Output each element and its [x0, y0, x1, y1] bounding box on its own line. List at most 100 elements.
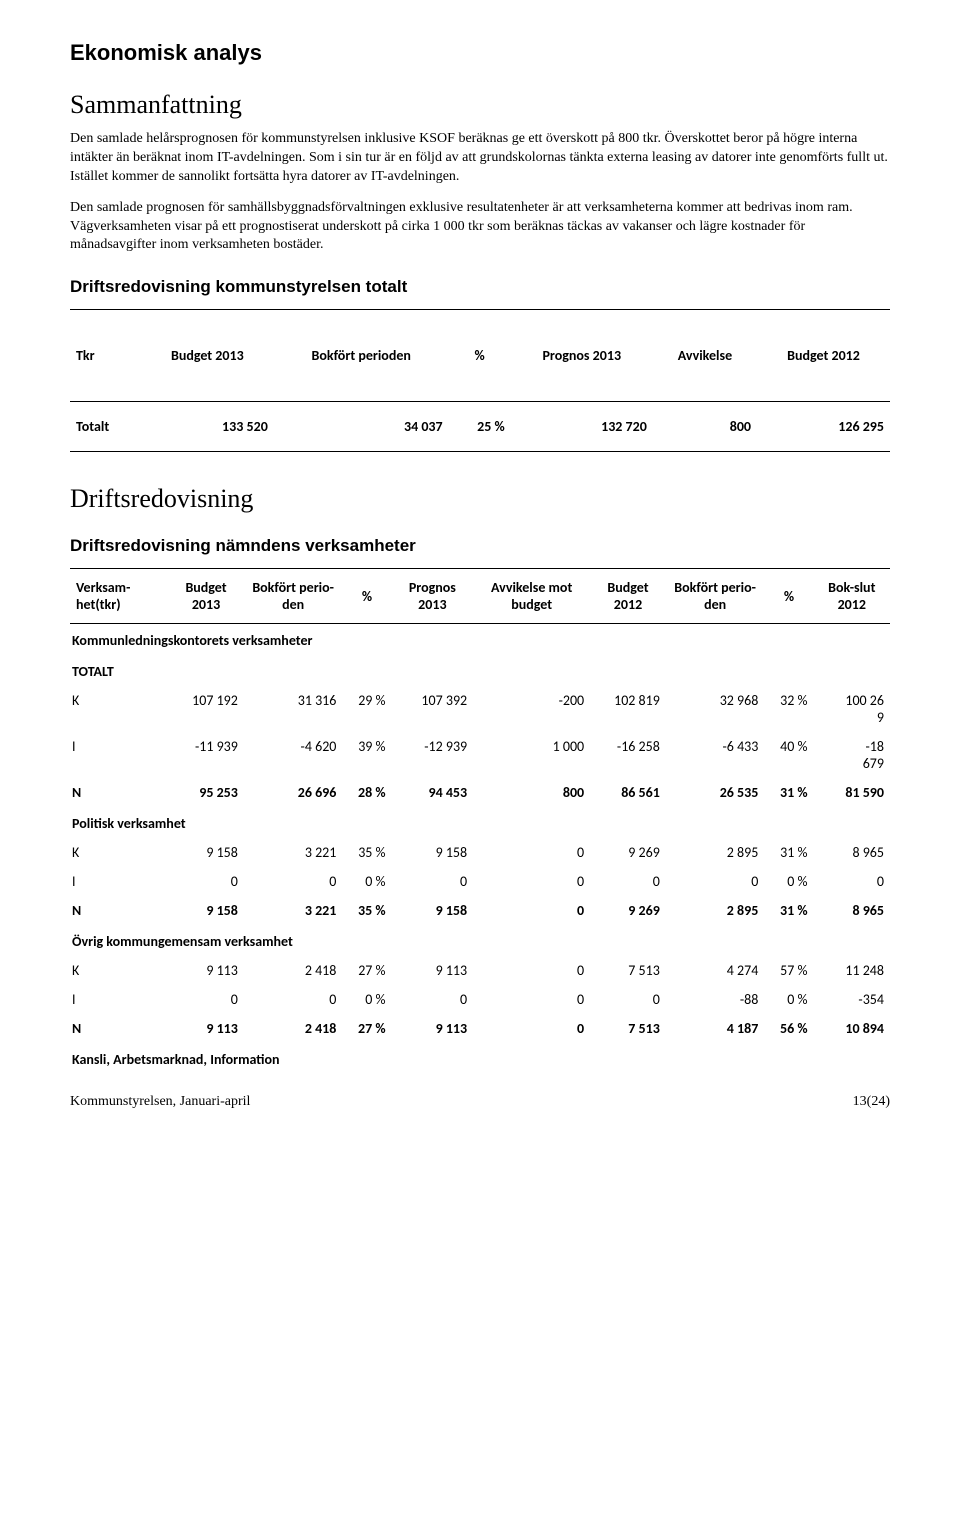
cell-value: -16 258 [590, 732, 666, 778]
cell-value: 0 [814, 867, 890, 896]
section-title-cell: Kommunledningskontorets verksamheter [70, 624, 890, 656]
cell-value: 28 % [342, 778, 391, 807]
cell-value: 29 % [342, 686, 391, 732]
cell-value: 100 26 9 [814, 686, 890, 732]
cell-value: 32 968 [666, 686, 765, 732]
row-label: K [70, 956, 168, 985]
cell-value: 1 000 [473, 732, 590, 778]
page-title: Ekonomisk analys [70, 40, 890, 66]
th-tkr: Tkr [70, 310, 141, 402]
th: Budget 2013 [168, 569, 244, 624]
cell-value: 0 [473, 867, 590, 896]
cell-value: 0 [473, 896, 590, 925]
cell-value: 0 % [342, 867, 391, 896]
cell-value: 800 [653, 402, 757, 452]
cell-value: 2 418 [244, 1014, 343, 1043]
footer-right: 13(24) [853, 1094, 890, 1110]
table-row: K9 1583 22135 %9 15809 2692 89531 %8 965 [70, 838, 890, 867]
cell-value: 8 965 [814, 896, 890, 925]
cell-value: 4 274 [666, 956, 765, 985]
cell-value: 35 % [342, 896, 391, 925]
table-row: I000 %00000 %0 [70, 867, 890, 896]
cell-value: 0 [244, 867, 343, 896]
table-kommunstyrelsen-totalt: Tkr Budget 2013 Bokfört perioden % Progn… [70, 309, 890, 452]
table-row: K9 1132 41827 %9 11307 5134 27457 %11 24… [70, 956, 890, 985]
cell-value: 34 037 [274, 402, 449, 452]
cell-value: 0 [168, 867, 244, 896]
cell-value: 94 453 [392, 778, 474, 807]
cell-value: 9 113 [392, 1014, 474, 1043]
th: Avvikelse mot budget [473, 569, 590, 624]
summary-paragraph-2: Den samlade prognosen för samhällsbyggna… [70, 199, 890, 256]
section-title-cell: Politisk verksamhet [70, 807, 890, 838]
row-label: N [70, 778, 168, 807]
table-header-row: Tkr Budget 2013 Bokfört perioden % Progn… [70, 310, 890, 402]
cell-value: 10 894 [814, 1014, 890, 1043]
cell-value: 9 158 [392, 896, 474, 925]
th-prognos: Prognos 2013 [511, 310, 653, 402]
cell-value: 800 [473, 778, 590, 807]
row-label: I [70, 985, 168, 1014]
th-budget-2013: Budget 2013 [141, 310, 274, 402]
cell-value: 11 248 [814, 956, 890, 985]
cell-value: 0 [473, 956, 590, 985]
cell-value: -88 [666, 985, 765, 1014]
section-drifts-heading: Driftsredovisning [70, 484, 890, 514]
cell-value: 102 819 [590, 686, 666, 732]
cell-value: 31 % [764, 838, 813, 867]
th: % [764, 569, 813, 624]
cell-value: 31 % [764, 896, 813, 925]
cell-value: 0 [590, 867, 666, 896]
cell-value: 40 % [764, 732, 813, 778]
th-avvikelse: Avvikelse [653, 310, 757, 402]
table-namndens-verksamheter: Verksam-het(tkr) Budget 2013 Bokfört per… [70, 568, 890, 1074]
table2-heading: Driftsredovisning nämndens verksamheter [70, 536, 890, 556]
cell-value: 9 158 [168, 896, 244, 925]
cell-value: 31 % [764, 778, 813, 807]
section-row: Övrig kommungemensam verksamhet [70, 925, 890, 956]
cell-value: -12 939 [392, 732, 474, 778]
cell-value: 7 513 [590, 1014, 666, 1043]
cell-value: -354 [814, 985, 890, 1014]
row-label: K [70, 686, 168, 732]
row-label: N [70, 896, 168, 925]
section-title-cell: Kansli, Arbetsmarknad, Information [70, 1043, 890, 1074]
table-row: N9 1583 22135 %9 15809 2692 89531 %8 965 [70, 896, 890, 925]
section-title-cell: TOTALT [70, 655, 890, 686]
cell-value: 126 295 [757, 402, 890, 452]
table-row: N9 1132 41827 %9 11307 5134 18756 %10 89… [70, 1014, 890, 1043]
section-row: TOTALT [70, 655, 890, 686]
cell-value: 56 % [764, 1014, 813, 1043]
table-row: N95 25326 69628 %94 45380086 56126 53531… [70, 778, 890, 807]
row-label: I [70, 732, 168, 778]
th: Bokfört perio-den [666, 569, 765, 624]
cell-value: 0 [666, 867, 765, 896]
cell-value: 0 [244, 985, 343, 1014]
cell-value: -11 939 [168, 732, 244, 778]
cell-value: 0 [473, 838, 590, 867]
table1-heading: Driftsredovisning kommunstyrelsen totalt [70, 277, 890, 297]
section-row: Kommunledningskontorets verksamheter [70, 624, 890, 656]
table-row: I000 %000-880 %-354 [70, 985, 890, 1014]
cell-value: 0 [590, 985, 666, 1014]
cell-value: 132 720 [511, 402, 653, 452]
cell-value: -4 620 [244, 732, 343, 778]
table-row: Totalt 133 520 34 037 25 % 132 720 800 1… [70, 402, 890, 452]
cell-label: Totalt [70, 402, 141, 452]
cell-value: 0 [473, 985, 590, 1014]
cell-value: 35 % [342, 838, 391, 867]
cell-value: 3 221 [244, 838, 343, 867]
cell-value: 133 520 [141, 402, 274, 452]
table-row: K107 19231 31629 %107 392-200102 81932 9… [70, 686, 890, 732]
footer-left: Kommunstyrelsen, Januari-april [70, 1094, 250, 1110]
th-percent: % [449, 310, 511, 402]
cell-value: 2 895 [666, 838, 765, 867]
th: Budget 2012 [590, 569, 666, 624]
cell-value: -200 [473, 686, 590, 732]
th: % [342, 569, 391, 624]
cell-value: 86 561 [590, 778, 666, 807]
cell-value: 31 316 [244, 686, 343, 732]
section-row: Kansli, Arbetsmarknad, Information [70, 1043, 890, 1074]
cell-value: 3 221 [244, 896, 343, 925]
th: Bokfört perio-den [244, 569, 343, 624]
